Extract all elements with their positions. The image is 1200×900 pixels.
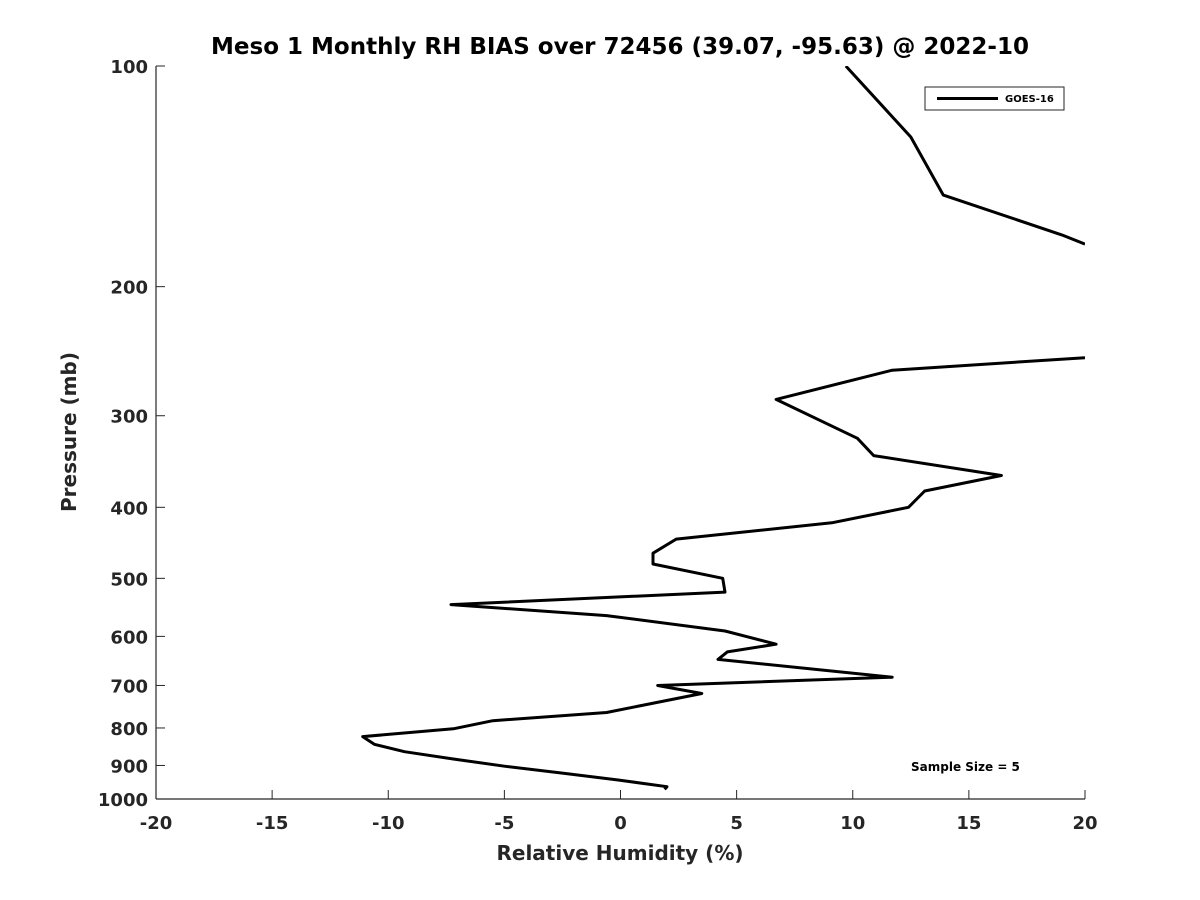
series-layer: [361, 66, 1085, 791]
y-tick-label: 900: [110, 756, 148, 777]
y-tick-label: 200: [110, 278, 148, 299]
series-line-0-segment-1: [361, 356, 1085, 791]
x-axis-label: Relative Humidity (%): [496, 841, 743, 865]
x-tick-label: -10: [372, 813, 405, 834]
legend-label-goes-16: GOES-16: [1005, 94, 1054, 105]
chart-title: Meso 1 Monthly RH BIAS over 72456 (39.07…: [211, 34, 1029, 60]
x-tick-label: -15: [256, 813, 289, 834]
y-tick-label: 400: [110, 498, 148, 519]
plot-area: -20 -15 -10 -5 0 5 10 15 20 100 200 300 400 500 600 700…: [98, 57, 1098, 834]
y-tick-label: 800: [110, 719, 148, 740]
x-tick-label: 15: [956, 813, 981, 834]
legend: GOES-16: [924, 86, 1065, 111]
y-tick-label: 700: [110, 676, 148, 697]
y-tick-label: 100: [110, 57, 148, 78]
ticks-layer: -20 -15 -10 -5 0 5 10 15 20 100 200 300 400 500 600 700…: [98, 57, 1098, 834]
y-tick-label: 1000: [98, 790, 148, 811]
y-axis-label: Pressure (mb): [57, 352, 81, 512]
x-tick-label: 20: [1072, 813, 1097, 834]
y-tick-label: 500: [110, 569, 148, 590]
x-tick-label: 10: [840, 813, 865, 834]
x-tick-label: 5: [730, 813, 743, 834]
y-tick-label: 300: [110, 407, 148, 428]
x-tick-label: 0: [614, 813, 627, 834]
y-tick-label: 600: [110, 627, 148, 648]
x-tick-label: -5: [494, 813, 514, 834]
series-line-0-segment-0: [844, 66, 1085, 246]
sample-size-annotation: Sample Size = 5: [911, 760, 1020, 774]
x-tick-label: -20: [140, 813, 173, 834]
